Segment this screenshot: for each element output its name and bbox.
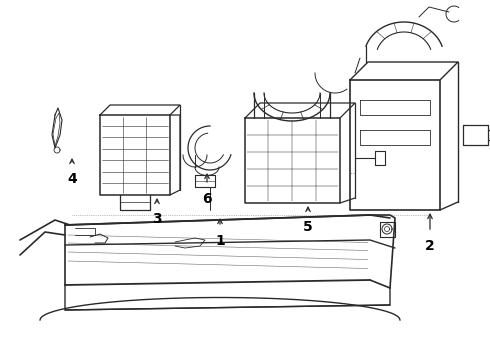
Text: 4: 4 [67, 172, 77, 186]
Text: 3: 3 [152, 212, 162, 226]
Text: 1: 1 [215, 234, 225, 248]
Text: 5: 5 [303, 220, 313, 234]
Text: 6: 6 [202, 192, 212, 206]
Text: 2: 2 [425, 239, 435, 253]
